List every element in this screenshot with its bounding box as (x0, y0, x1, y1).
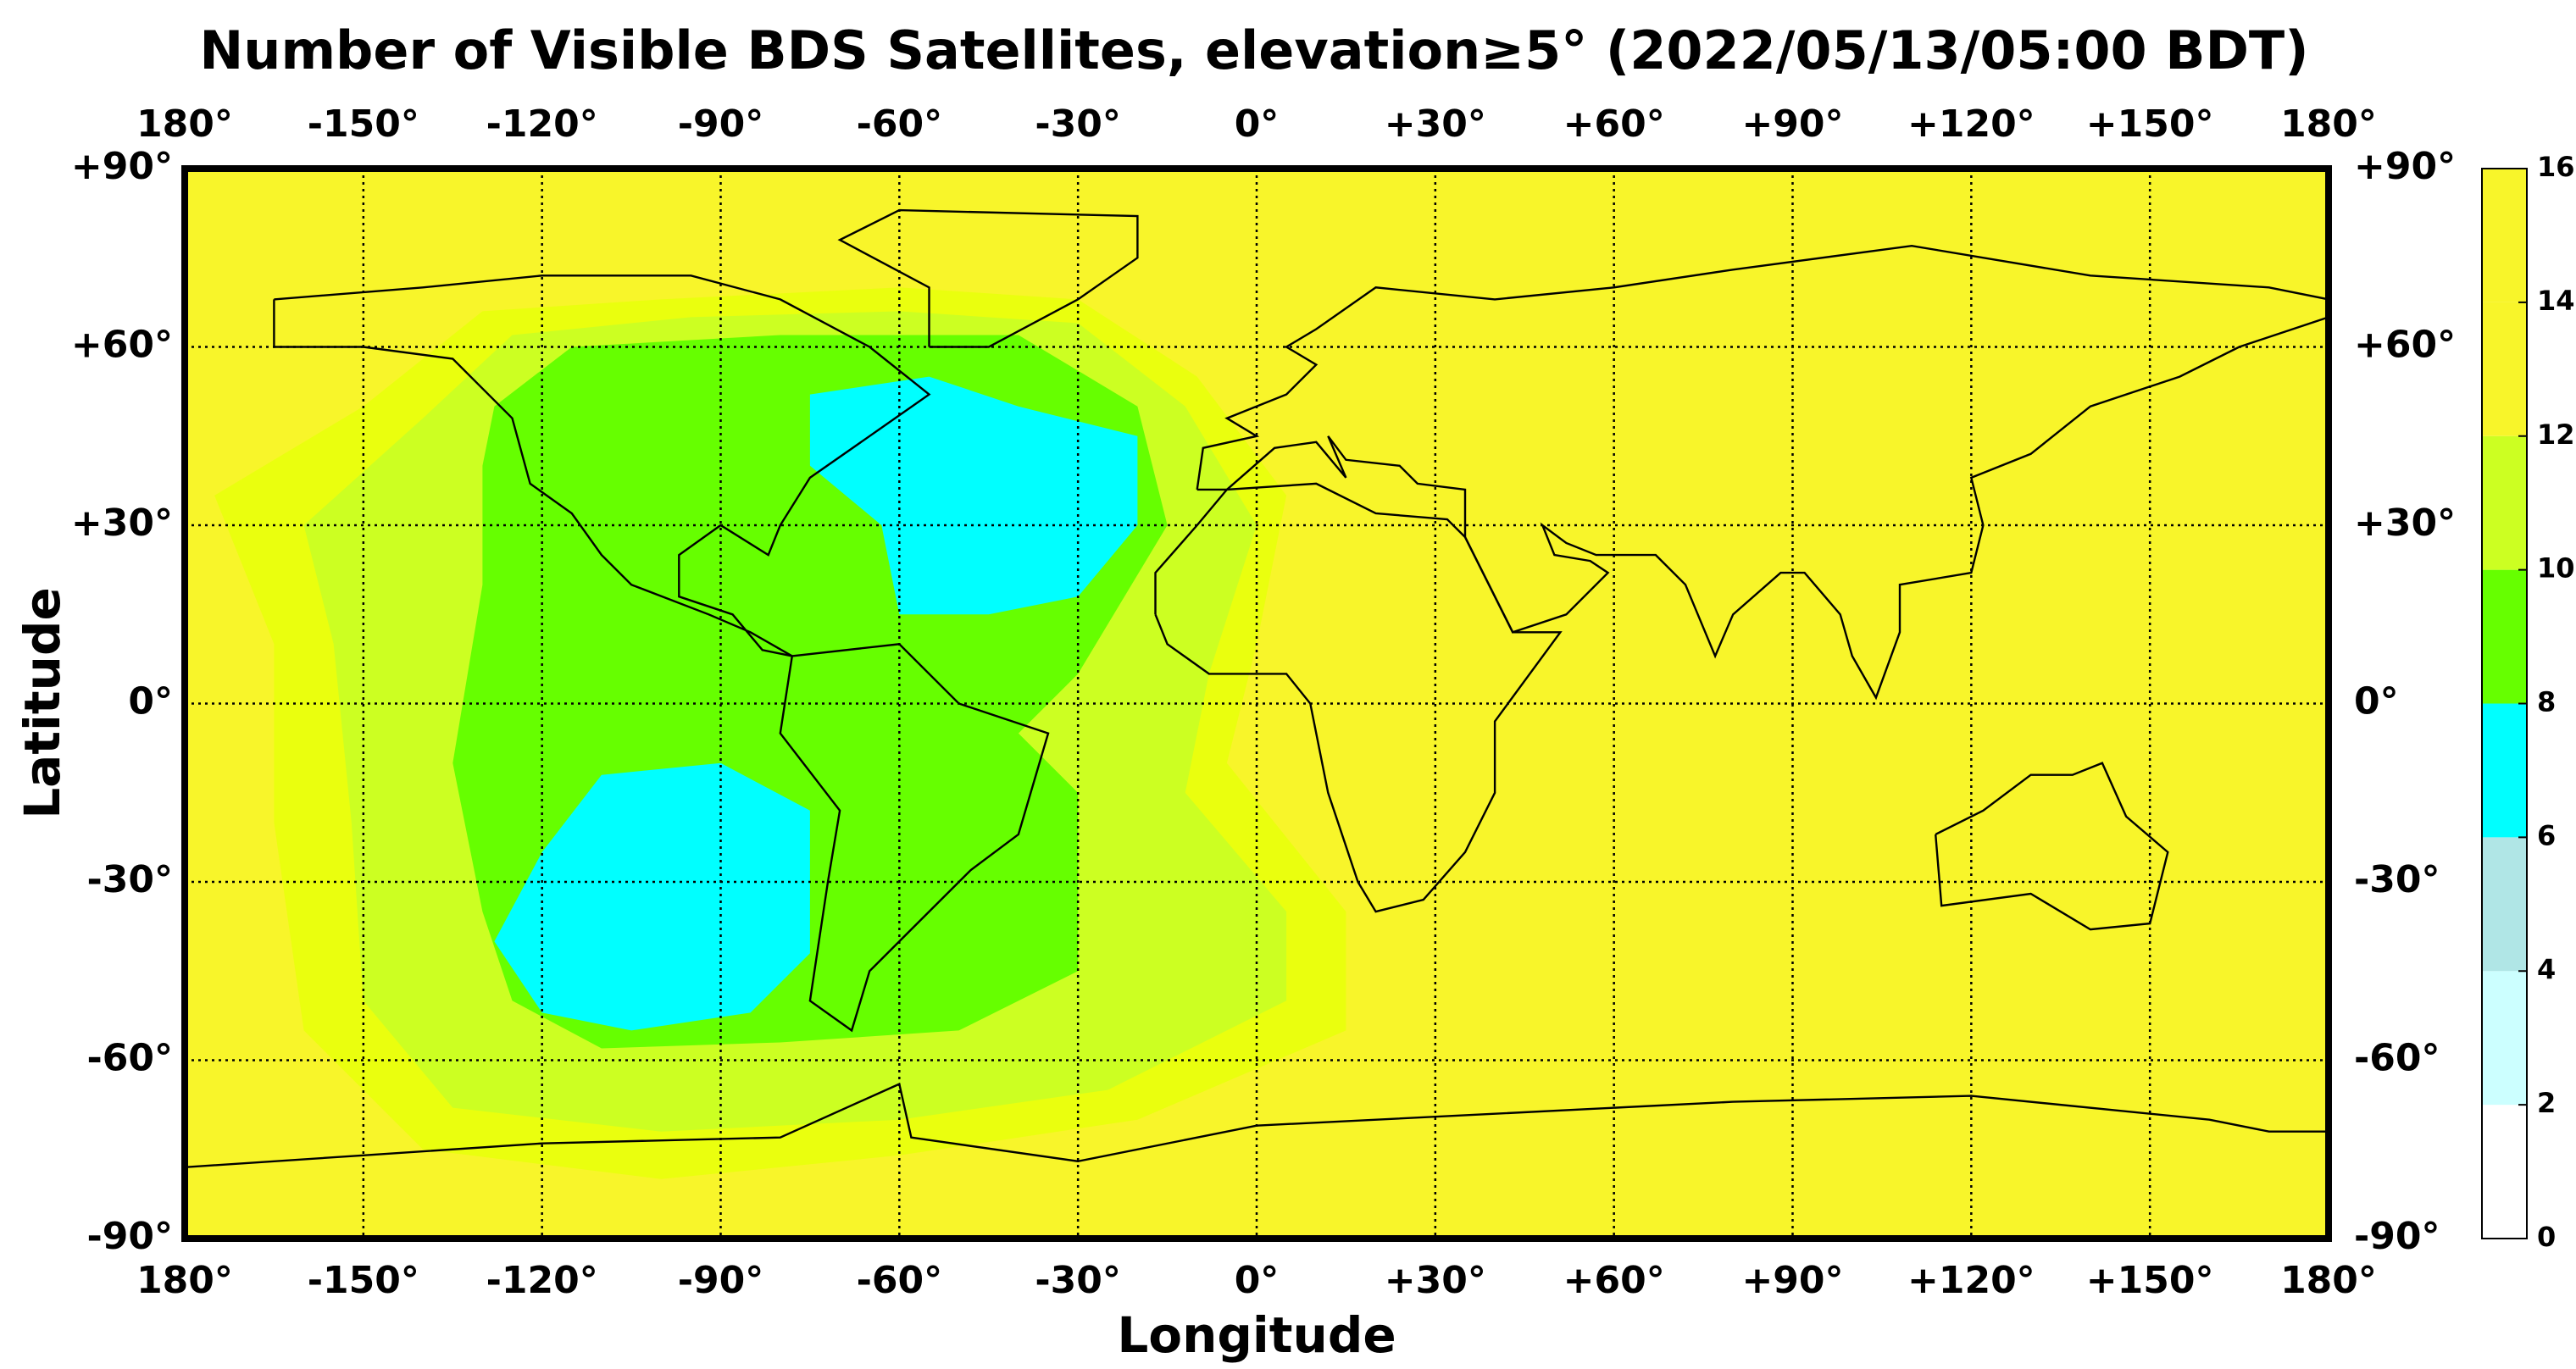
x-tick-label: -150° (308, 103, 419, 146)
colorbar-frame (2481, 168, 2528, 1239)
x-tick-label: +150° (2086, 1259, 2214, 1302)
y-tick-label: +60° (2354, 324, 2456, 367)
colorbar-segment (2482, 837, 2527, 972)
x-axis-label: Longitude (1117, 1306, 1396, 1364)
y-tick-label: -90° (2354, 1215, 2440, 1258)
x-tick-label: +30° (1385, 1259, 1486, 1302)
x-tick-label: -90° (678, 103, 764, 146)
x-tick-label: -30° (1035, 103, 1121, 146)
colorbar-tick-label: 0 (2537, 1221, 2556, 1253)
colorbar-tick-label: 10 (2537, 552, 2575, 585)
x-tick-label: 0° (1235, 1259, 1280, 1302)
colorbar-segment (2482, 169, 2527, 302)
x-tick-label: -30° (1035, 1259, 1121, 1302)
coastline (184, 1082, 2329, 1168)
x-tick-label: -120° (486, 1259, 598, 1302)
colorbar-segment (2482, 569, 2527, 704)
y-tick-label: +90° (71, 145, 173, 188)
colorbar-segment (2482, 703, 2527, 838)
coastline (1935, 762, 2169, 931)
y-tick-label: -90° (87, 1215, 174, 1258)
x-tick-label: +120° (1907, 1259, 2035, 1302)
colorbar-segment (2482, 302, 2527, 436)
colorbar-segment (2482, 1105, 2527, 1239)
x-tick-label: +90° (1741, 103, 1843, 146)
x-tick-label: -90° (678, 1259, 764, 1302)
colorbar-tick-label: 4 (2537, 953, 2556, 985)
x-tick-label: -60° (857, 1259, 943, 1302)
colorbar-tick-label: 14 (2537, 285, 2575, 317)
plot-frame (181, 165, 2332, 1242)
contour-region (494, 762, 810, 1031)
x-tick-label: -60° (857, 103, 943, 146)
y-tick-label: +30° (71, 502, 173, 545)
colorbar-tick-label: 6 (2537, 819, 2556, 851)
coastline (1154, 482, 1563, 913)
x-tick-label: 180° (2280, 103, 2377, 146)
x-tick-label: -120° (486, 103, 598, 146)
colorbar-tick-label: 16 (2537, 151, 2575, 183)
coastline (273, 274, 931, 657)
coastline (779, 643, 1050, 1033)
x-tick-label: +120° (1907, 103, 2035, 146)
y-tick-label: -30° (87, 858, 174, 901)
x-tick-label: +30° (1385, 103, 1486, 146)
x-tick-label: 180° (2280, 1259, 2377, 1302)
x-tick-label: +90° (1741, 1259, 1843, 1302)
coastline (1196, 244, 2330, 701)
y-tick-label: +30° (2354, 502, 2456, 545)
x-tick-label: -150° (308, 1259, 419, 1302)
x-tick-label: 180° (136, 103, 233, 146)
y-tick-label: +60° (71, 324, 173, 367)
chart-title: Number of Visible BDS Satellites, elevat… (199, 19, 2308, 81)
colorbar-tick-label: 12 (2537, 418, 2575, 451)
colorbar-segment (2482, 971, 2527, 1106)
x-tick-label: 180° (136, 1259, 233, 1302)
y-tick-label: -60° (87, 1037, 174, 1080)
x-tick-label: 0° (1235, 103, 1280, 146)
y-tick-label: +90° (2354, 145, 2456, 188)
colorbar-tick-label: 2 (2537, 1087, 2556, 1119)
x-tick-label: +150° (2086, 103, 2214, 146)
y-tick-label: -30° (2354, 858, 2440, 901)
x-tick-label: +60° (1563, 1259, 1665, 1302)
colorbar-tick-label: 8 (2537, 686, 2556, 718)
y-tick-label: -60° (2354, 1037, 2440, 1080)
y-axis-label: Latitude (14, 587, 71, 819)
y-tick-label: 0° (2354, 680, 2399, 723)
contour-region (809, 376, 1138, 615)
colorbar-segment (2482, 435, 2527, 570)
x-tick-label: +60° (1563, 103, 1665, 146)
y-tick-label: 0° (128, 680, 173, 723)
